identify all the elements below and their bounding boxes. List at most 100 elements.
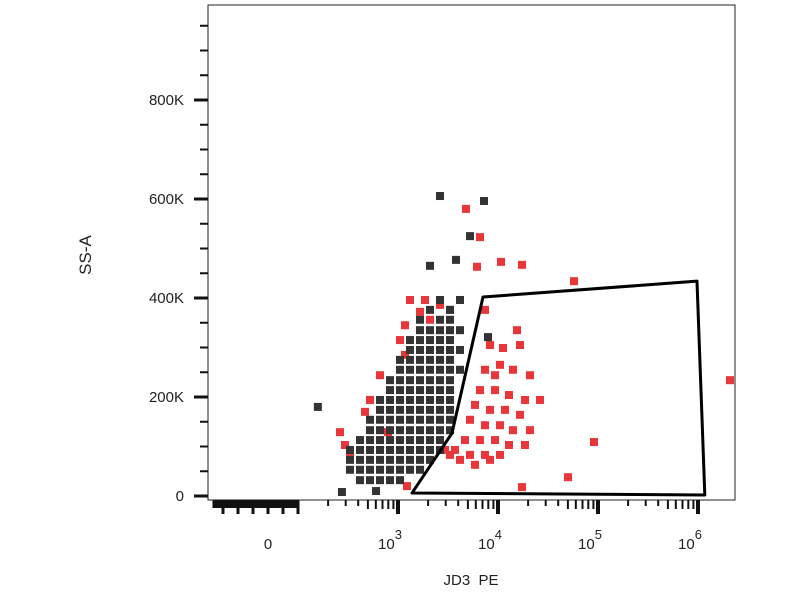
data-point-s0-24 — [521, 395, 530, 404]
data-point-s0-3 — [496, 257, 505, 266]
data-point-s1-48 — [435, 426, 444, 435]
data-point-s1-66 — [445, 405, 454, 414]
data-point-s0-57 — [405, 295, 414, 304]
data-point-s1-103 — [416, 345, 425, 354]
x-tick-base: 10 — [378, 536, 395, 553]
data-point-s0-31 — [480, 421, 489, 430]
data-point-s0-9 — [518, 483, 526, 492]
data-point-s1-65 — [435, 405, 444, 414]
data-point-s1-86 — [425, 376, 434, 385]
data-point-s1-97 — [405, 355, 414, 364]
data-point-s1-17 — [386, 455, 395, 464]
data-point-s0-30 — [465, 415, 474, 424]
data-point-s1-133 — [483, 333, 492, 342]
data-point-s1-59 — [376, 405, 385, 414]
data-point-s1-37 — [405, 436, 414, 445]
data-point-s1-131 — [452, 255, 461, 264]
x-tick-exponent: 3 — [395, 527, 402, 542]
data-point-s0-7 — [589, 438, 598, 447]
data-point-s1-60 — [386, 405, 395, 414]
y-tick-label: 600K — [149, 191, 184, 208]
data-point-s1-89 — [395, 365, 404, 374]
y-axis: 0 200K 400K 600K 800K — [149, 24, 208, 505]
y-axis-label: SS-A — [76, 235, 95, 275]
data-point-s0-4 — [518, 260, 526, 269]
data-points — [313, 192, 735, 497]
x-tick-exponent: 5 — [595, 527, 602, 542]
data-point-s1-110 — [425, 336, 434, 345]
data-point-s1-0 — [356, 476, 365, 485]
data-point-s0-43 — [495, 450, 504, 459]
x-tick-exponent: 4 — [495, 527, 502, 542]
data-point-s1-72 — [425, 395, 434, 404]
data-point-s1-1 — [366, 476, 375, 485]
data-point-s0-58 — [420, 295, 429, 304]
data-point-s1-56 — [425, 415, 434, 424]
data-point-s0-28 — [501, 405, 510, 414]
data-point-s0-13 — [486, 341, 495, 350]
x-tick-label: 103 — [378, 527, 402, 553]
data-point-s1-55 — [416, 415, 425, 424]
data-point-s1-27 — [395, 445, 404, 454]
data-point-s1-75 — [386, 386, 395, 395]
data-point-s1-14 — [356, 455, 365, 464]
data-point-s1-46 — [416, 426, 425, 435]
data-point-s1-70 — [405, 395, 414, 404]
data-point-s1-107 — [456, 345, 465, 354]
data-point-s1-83 — [395, 376, 404, 385]
data-point-s1-21 — [425, 455, 434, 464]
data-point-s1-47 — [425, 426, 434, 435]
data-point-s1-9 — [386, 465, 395, 474]
data-point-s0-10 — [402, 482, 411, 491]
data-point-s0-33 — [508, 426, 517, 435]
data-point-s0-12 — [512, 326, 521, 335]
data-point-s1-94 — [445, 365, 454, 374]
data-point-s1-12 — [416, 465, 425, 474]
data-point-s1-82 — [386, 376, 395, 385]
data-point-s0-25 — [536, 395, 545, 404]
data-point-s1-67 — [376, 395, 385, 404]
data-point-s1-124 — [456, 295, 465, 304]
data-point-s1-26 — [386, 445, 395, 454]
data-point-s0-35 — [460, 436, 469, 445]
gate-polygon[interactable] — [410, 279, 707, 497]
data-point-s1-34 — [376, 436, 385, 445]
data-point-s1-11 — [405, 465, 414, 474]
data-point-s1-92 — [425, 365, 434, 374]
data-point-s0-21 — [476, 386, 485, 395]
data-point-s0-6 — [726, 376, 735, 385]
data-point-s1-8 — [376, 465, 385, 474]
data-point-s0-39 — [521, 441, 530, 450]
data-point-s0-47 — [440, 445, 449, 454]
data-point-s0-48 — [445, 450, 454, 459]
data-point-s1-125 — [313, 402, 322, 411]
data-point-s1-36 — [395, 436, 404, 445]
data-point-s1-127 — [372, 487, 381, 496]
data-point-s1-91 — [416, 365, 425, 374]
data-point-s0-51 — [340, 441, 349, 450]
data-point-s0-46 — [486, 455, 495, 464]
data-point-s1-88 — [445, 376, 454, 385]
data-point-s1-25 — [376, 445, 385, 454]
data-point-s1-64 — [425, 405, 434, 414]
y-tick-label: 800K — [149, 92, 184, 109]
data-point-s1-123 — [435, 295, 444, 304]
data-point-s1-119 — [435, 315, 444, 324]
data-point-s1-54 — [405, 415, 414, 424]
data-point-s1-6 — [356, 465, 365, 474]
data-point-s0-29 — [516, 410, 525, 419]
data-point-s1-3 — [386, 476, 395, 485]
data-point-s0-36 — [476, 436, 485, 445]
data-point-s1-128 — [435, 192, 444, 201]
data-point-s0-44 — [456, 455, 465, 464]
x-axis-label: JD3 PE — [443, 572, 498, 589]
data-point-s1-42 — [376, 426, 385, 435]
data-point-s1-53 — [395, 415, 404, 424]
data-point-s1-96 — [395, 355, 404, 364]
data-point-s1-113 — [416, 326, 425, 335]
data-point-s0-18 — [526, 371, 535, 380]
data-point-s0-23 — [504, 391, 513, 400]
data-point-s1-15 — [366, 455, 375, 464]
data-point-s1-32 — [356, 436, 365, 445]
